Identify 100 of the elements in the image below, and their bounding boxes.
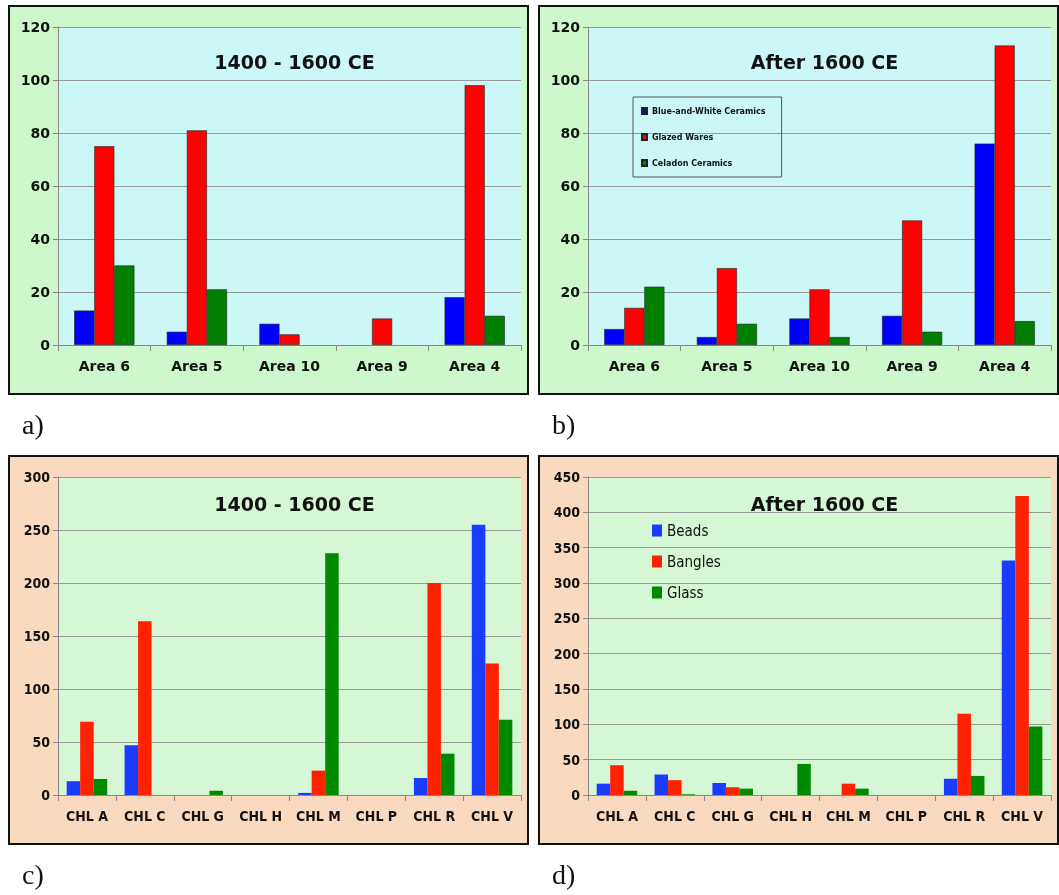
y-tick-label: 150	[553, 681, 581, 697]
legend-label: Glass	[667, 583, 704, 602]
y-tick-label: 60	[560, 178, 581, 194]
bar	[1015, 496, 1029, 795]
bar	[298, 792, 312, 795]
bar	[712, 782, 726, 795]
bar	[498, 719, 513, 795]
bar	[596, 783, 611, 795]
legend-label: Blue-and-White Ceramics	[652, 106, 766, 116]
bar	[725, 787, 740, 795]
legend-label: Celadon Ceramics	[652, 158, 733, 168]
x-tick-label: Area 5	[171, 358, 223, 374]
bar	[841, 783, 856, 795]
y-tick-label: 100	[23, 681, 51, 697]
x-tick-label: CHL A	[65, 808, 109, 824]
x-tick-label: CHL M	[296, 808, 341, 824]
bar	[80, 721, 94, 795]
text: c)	[22, 858, 44, 890]
text: 1400 - 1600 CE	[214, 50, 375, 73]
x-tick-label: Area 10	[788, 358, 851, 374]
text: a)	[22, 408, 44, 440]
y-tick-label: 250	[553, 610, 581, 627]
y-tick-label: 60	[30, 178, 51, 194]
bar	[739, 788, 753, 795]
bar	[427, 583, 441, 795]
bar	[654, 774, 669, 795]
x-tick-label: CHL C	[124, 808, 166, 824]
x-tick-label: CHL A	[595, 808, 639, 824]
bar	[124, 745, 139, 795]
x-tick-label: Area 9	[886, 358, 938, 374]
x-tick-label: CHL G	[181, 808, 224, 824]
y-tick-label: 100	[553, 716, 581, 733]
x-tick-label: CHL P	[885, 808, 928, 824]
legend-label: Glazed Wares	[652, 132, 714, 142]
x-tick-label: CHL H	[239, 808, 282, 824]
bar	[413, 778, 428, 795]
bar	[957, 713, 971, 795]
x-tick-label: CHL R	[943, 808, 986, 824]
x-tick-label: Area 5	[701, 358, 753, 374]
x-tick-label: Area 6	[78, 358, 130, 374]
x-tick-label: Area 9	[356, 358, 408, 374]
bar	[623, 790, 638, 795]
bar	[325, 553, 339, 795]
x-tick-label: Area 4	[449, 358, 501, 374]
y-tick-label: 0	[570, 337, 581, 353]
x-tick-label: Area 6	[608, 358, 660, 374]
x-tick-label: CHL V	[1001, 808, 1044, 824]
y-tick-label: 200	[553, 645, 581, 662]
y-tick-label: 300	[23, 469, 51, 485]
text: 1400 - 1600 CE	[214, 492, 375, 515]
y-tick-label: 250	[23, 522, 51, 538]
y-tick-label: 80	[560, 125, 581, 141]
y-tick-label: 50	[562, 751, 581, 768]
y-tick-label: 120	[550, 19, 581, 35]
bar	[1028, 726, 1043, 795]
bar	[93, 779, 108, 795]
y-tick-label: 40	[560, 231, 581, 247]
y-tick-label: 120	[20, 19, 51, 35]
x-tick-label: Area 4	[979, 358, 1031, 374]
x-tick-label: CHL V	[471, 808, 514, 824]
x-tick-label: CHL C	[654, 808, 696, 824]
bar	[855, 788, 869, 795]
y-tick-label: 300	[553, 575, 581, 591]
x-tick-label: Area 10	[258, 358, 321, 374]
y-tick-label: 20	[30, 284, 51, 300]
y-tick-label: 0	[40, 337, 51, 353]
bar	[610, 765, 624, 795]
bar	[372, 318, 393, 345]
bar	[797, 763, 811, 795]
bar	[440, 753, 455, 795]
x-tick-label: CHL G	[711, 808, 754, 824]
y-tick-label: 150	[23, 628, 51, 644]
legend-label: Bangles	[667, 552, 721, 571]
text: d)	[552, 858, 576, 890]
bar	[1001, 560, 1016, 795]
x-tick-label: CHL R	[413, 808, 456, 824]
text: After 1600 CE	[750, 50, 899, 73]
text: b)	[552, 408, 576, 440]
y-tick-label: 40	[30, 231, 51, 247]
bar	[471, 524, 486, 795]
y-tick-label: 50	[32, 734, 51, 750]
y-tick-label: 0	[571, 787, 581, 803]
bar	[668, 780, 682, 795]
x-tick-label: CHL H	[769, 808, 812, 824]
bar	[66, 781, 81, 795]
y-tick-label: 80	[30, 125, 51, 141]
bar	[138, 621, 152, 795]
x-tick-label: CHL P	[355, 808, 398, 824]
bar	[970, 775, 985, 795]
y-tick-label: 20	[560, 284, 581, 300]
text: After 1600 CE	[750, 492, 899, 515]
legend-label: Beads	[667, 521, 709, 540]
bar	[943, 778, 958, 795]
y-tick-label: 400	[553, 504, 581, 521]
y-tick-label: 350	[553, 539, 581, 556]
x-tick-label: CHL M	[826, 808, 871, 824]
y-tick-label: 100	[550, 72, 581, 88]
y-tick-label: 0	[41, 787, 51, 803]
bar	[209, 790, 223, 795]
bar	[485, 663, 499, 795]
